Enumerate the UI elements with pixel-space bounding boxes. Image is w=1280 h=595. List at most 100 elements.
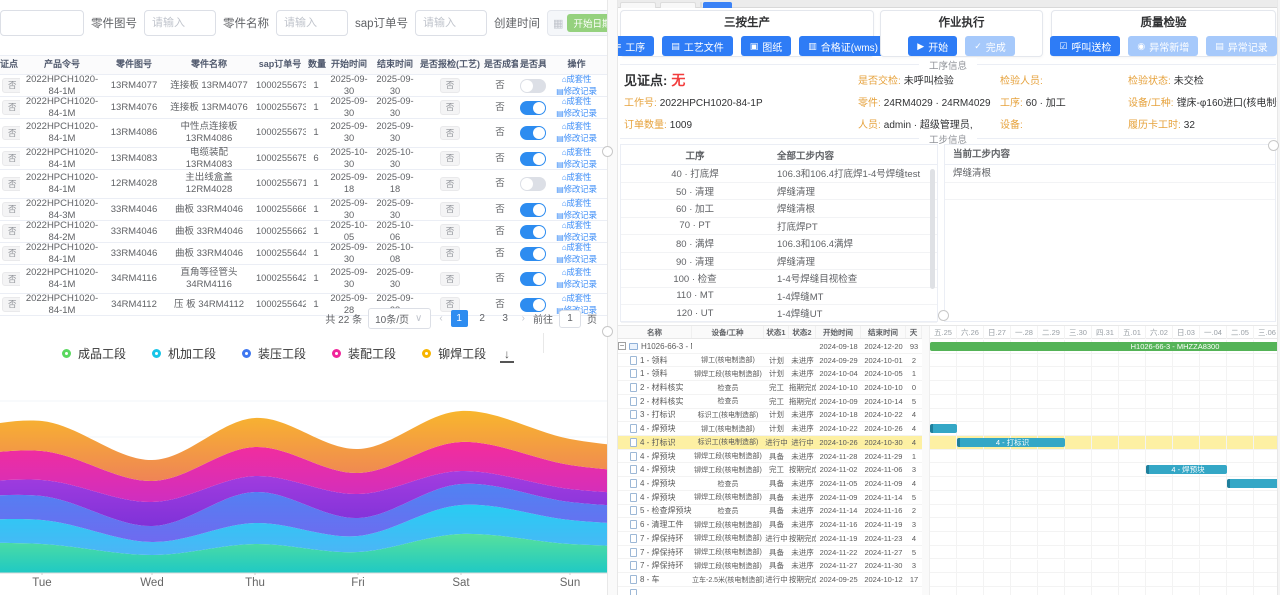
gantt-task-row[interactable]: 3 - 打标识 标识工(核电制造部) 计划 未进序 2024-10-18 2024-10-… <box>618 408 922 423</box>
ready-toggle[interactable] <box>520 202 546 217</box>
legend-item[interactable]: 成品工段 <box>62 345 126 362</box>
ready-toggle[interactable] <box>520 100 546 115</box>
date-range-picker[interactable]: ▦ 开始日期 - 结束日期 <box>547 10 607 36</box>
page-size-select[interactable]: 10条/页 ∨ <box>368 308 432 329</box>
edit-record-link[interactable]: ▤修改记录 <box>556 231 597 242</box>
page-number-button[interactable]: 2 <box>479 313 485 324</box>
set-completeness-link[interactable]: ⌂成套性 <box>561 73 592 84</box>
gantt-cell: 按期完成 <box>789 533 816 543</box>
collapse-handle[interactable] <box>602 146 613 157</box>
gantt-task-row[interactable]: 4 - 焊预块 检查员 具备 未进序 2024-11-05 2024-11-09 4 <box>618 477 922 491</box>
step-row[interactable]: 110 · MT 1-4焊缝MT <box>621 288 937 305</box>
edit-record-link[interactable]: ▤修改记录 <box>556 158 597 169</box>
gantt-task-row[interactable]: 2 - 材料核实 检查员 完工 拖期完成 2024-10-09 2024-10-14 5 <box>618 394 922 409</box>
gantt-task-row[interactable]: 1 - 领料 铆焊工段(核电制造部) 计划 未进序 2024-10-04 2024-10-… <box>618 367 922 382</box>
legend-item[interactable]: 装压工段 <box>242 345 306 362</box>
gantt-task-row[interactable]: 4 - 打标识 标识工(核电制造部) 进行中 进行中 2024-10-26 2024-10… <box>618 436 922 450</box>
step-row[interactable]: 80 · 满焊 106.3和106.4满焊 <box>621 235 937 253</box>
gantt-task-row[interactable]: 7 - 焊保持环 铆焊工段(核电制造部) 具备 未进序 2024-11-22 2024-1… <box>618 545 922 560</box>
edit-record-link[interactable]: ▤修改记录 <box>556 253 597 264</box>
edit-record-link[interactable]: ▤修改记录 <box>556 209 597 220</box>
step-row[interactable]: 50 · 清理 焊缝清理 <box>621 183 937 200</box>
call-inspect-button[interactable]: ☑ 呼叫送检 <box>1050 36 1121 56</box>
step-row[interactable]: 100 · 检查 1-4号焊缝目视检查 <box>621 270 937 288</box>
gantt-task-row[interactable] <box>618 586 922 595</box>
gantt-task-row[interactable]: 8 - 车 立车-2.5米(核电制造部) 进行中 按期完成 2024-09-25 2024… <box>618 573 922 587</box>
no-tag: 否 <box>439 246 461 261</box>
start-date-pill[interactable]: 开始日期 <box>567 14 607 32</box>
legend-item[interactable]: 机加工段 <box>152 345 216 362</box>
process-list-button[interactable]: ≡ 工序 <box>618 36 655 56</box>
collapse-handle[interactable] <box>1268 140 1279 151</box>
prev-page-button[interactable]: ‹ <box>439 313 443 324</box>
abnormal-record-button[interactable]: ▤ 异常记录 <box>1206 36 1277 56</box>
edit-record-link[interactable]: ▤修改记录 <box>556 85 597 96</box>
x-axis-label: Thu <box>245 577 265 589</box>
gantt-task-row[interactable]: 1 - 领料 铆工(核电制造部) 计划 未进序 2024-09-29 2024-10-01… <box>618 353 922 368</box>
next-page-button[interactable]: › <box>521 313 525 324</box>
part-drawing-no-input[interactable] <box>144 10 216 36</box>
collapse-handle[interactable] <box>602 326 613 337</box>
step-row[interactable]: 40 · 打底焊 106.3和106.4打底焊1-4号焊缝test <box>621 165 937 183</box>
app-divider[interactable] <box>607 0 618 595</box>
set-completeness-link[interactable]: ⌂成套性 <box>561 267 592 278</box>
tab[interactable] <box>660 2 696 8</box>
legend-item[interactable]: 装配工段 <box>332 345 396 362</box>
gantt-task-row[interactable]: 7 - 焊保持环 铆焊工段(核电制造部) 进行中 按期完成 2024-11-19 2024… <box>618 532 922 546</box>
gantt-task-row[interactable]: 2 - 材料核实 检查员 完工 拖期完成 2024-10-10 2024-10-10 0 <box>618 381 922 395</box>
tab[interactable] <box>700 2 702 8</box>
set-completeness-link[interactable]: ⌂成套性 <box>561 241 592 252</box>
ready-toggle[interactable] <box>520 224 546 239</box>
set-completeness-link[interactable]: ⌂成套性 <box>561 121 592 132</box>
gantt-task-row[interactable]: 4 - 焊预块 铆焊工段(核电制造部) 完工 按期完成 2024-11-02 2024-1… <box>618 463 922 478</box>
download-icon[interactable]: ↓ <box>500 348 514 363</box>
partial-filter-input[interactable] <box>0 10 84 36</box>
page-scrollbar[interactable] <box>1277 0 1280 595</box>
finish-button[interactable]: ✓ 完成 <box>965 36 1015 56</box>
set-completeness-link[interactable]: ⌂成套性 <box>561 146 592 157</box>
collapse-handle[interactable] <box>938 310 949 321</box>
ready-toggle[interactable] <box>520 126 546 140</box>
gantt-task-row[interactable]: 6 - 清理工件 铆焊工段(核电制造部) 具备 未进序 2024-11-16 2024-1… <box>618 518 922 533</box>
scrollbar-thumb[interactable] <box>930 169 935 289</box>
part-name-input[interactable] <box>276 10 348 36</box>
ready-toggle[interactable] <box>520 297 546 312</box>
step-row[interactable]: 120 · UT 1-4焊缝UT <box>621 305 937 323</box>
ready-toggle[interactable] <box>520 272 546 286</box>
step-row[interactable]: 60 · 加工 焊缝清根 <box>621 200 937 218</box>
tab-active[interactable] <box>703 2 732 8</box>
ready-toggle[interactable] <box>520 177 546 191</box>
set-completeness-link[interactable]: ⌂成套性 <box>561 292 592 303</box>
certificate-button[interactable]: ▥ 合格证(wms) <box>799 36 888 56</box>
gantt-task-row[interactable]: − H1026-66-3 - MHZZA8300 2024-09-18 2024-12… <box>618 340 922 354</box>
set-completeness-link[interactable]: ⌂成套性 <box>561 219 592 230</box>
edit-record-link[interactable]: ▤修改记录 <box>556 133 597 143</box>
page-number-button[interactable]: 3 <box>502 313 508 324</box>
edit-record-link[interactable]: ▤修改记录 <box>556 107 597 118</box>
gantt-task-row[interactable]: 4 - 焊预块 铆工(核电制造部) 计划 未进序 2024-10-22 2024-10-2… <box>618 422 922 436</box>
legend-item[interactable]: 铆焊工段 <box>422 345 486 362</box>
set-completeness-link[interactable]: ⌂成套性 <box>561 95 592 106</box>
edit-record-link[interactable]: ▤修改记录 <box>556 279 597 289</box>
sap-order-input[interactable] <box>415 10 488 36</box>
goto-page-input[interactable] <box>559 309 581 328</box>
step-row[interactable]: 90 · 清理 焊缝清理 <box>621 253 937 270</box>
gantt-task-row[interactable]: 4 - 焊预块 铆焊工段(核电制造部) 具备 未进序 2024-11-09 2024-11… <box>618 490 922 505</box>
start-button[interactable]: ▶ 开始 <box>908 36 958 56</box>
ready-toggle[interactable] <box>520 78 546 93</box>
ready-toggle[interactable] <box>520 246 546 261</box>
page-number-button[interactable]: 1 <box>450 310 468 327</box>
tab[interactable] <box>620 2 656 8</box>
gantt-task-row[interactable]: 7 - 焊保持环 铆焊工段(核电制造部) 具备 未进序 2024-11-27 2024-1… <box>618 559 922 574</box>
gantt-task-row[interactable]: 4 - 焊预块 铆焊工段(核电制造部) 具备 未进序 2024-11-28 2024-11… <box>618 449 922 464</box>
set-completeness-link[interactable]: ⌂成套性 <box>561 197 592 208</box>
drawing-button[interactable]: ▣ 图纸 <box>740 36 792 56</box>
ready-toggle[interactable] <box>520 151 546 166</box>
step-row[interactable]: 70 · PT 打底焊PT <box>621 218 937 235</box>
abnormal-add-button[interactable]: ◉ 异常新增 <box>1128 36 1199 56</box>
craft-file-button[interactable]: ▤ 工艺文件 <box>662 36 733 56</box>
set-completeness-link[interactable]: ⌂成套性 <box>561 172 592 183</box>
edit-record-link[interactable]: ▤修改记录 <box>556 184 597 194</box>
